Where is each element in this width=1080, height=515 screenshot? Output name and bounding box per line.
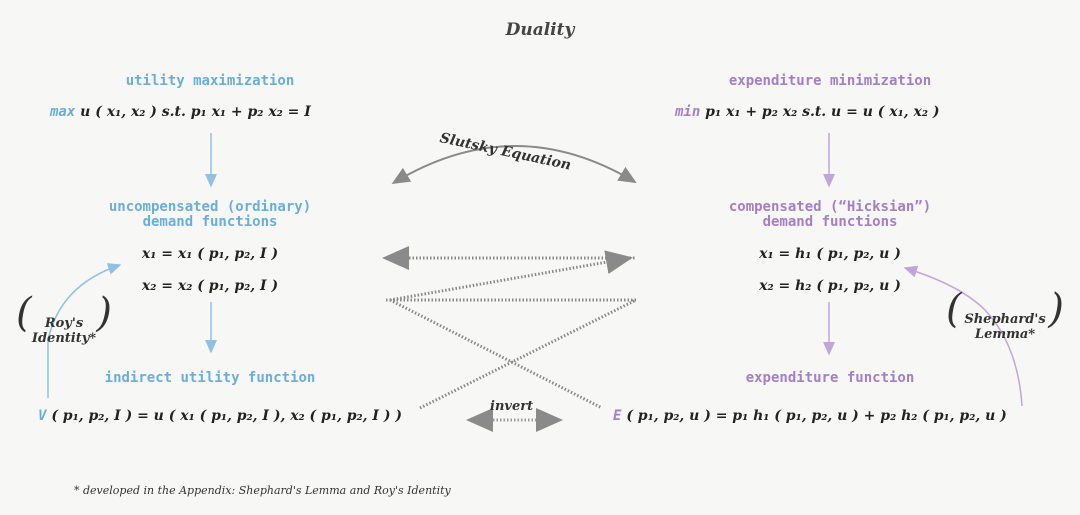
roys-identity-annotation: ( Roy's Identity* ) xyxy=(16,293,112,346)
right-paren-shephard: ) xyxy=(1048,286,1064,332)
indirect-utility-label: indirect utility function xyxy=(104,370,316,386)
hicksian-demand-x2: x₂ = h₂ ( p₁, p₂, u ) xyxy=(759,278,901,294)
shephards-lemma-annotation: ( Shephard's Lemma* ) xyxy=(946,289,1064,342)
left-paren-shephard: ( xyxy=(946,286,962,332)
max-keyword: max xyxy=(50,104,76,120)
uncompensated-label-line-2: demand functions xyxy=(142,214,278,230)
uncompensated-label-line-1: uncompensated (ordinary) xyxy=(108,199,312,215)
max-equation-body: u ( x₁, x₂ ) s.t. p₁ x₁ + p₂ x₂ = I xyxy=(80,104,311,120)
min-equation-body: p₁ x₁ + p₂ x₂ s.t. u = u ( x₁, x₂ ) xyxy=(705,104,940,120)
invert-label: invert xyxy=(490,399,534,414)
uncompensated-demand-x2: x₂ = x₂ ( p₁, p₂, I ) xyxy=(141,278,279,294)
v-symbol: V xyxy=(38,408,47,424)
hicksian-demand-x1: x₁ = h₁ ( p₁, p₂, u ) xyxy=(759,246,901,262)
expenditure-minimization-label: expenditure minimization xyxy=(728,73,932,89)
indirect-utility-equation: V ( p₁, p₂, I ) = u ( x₁ ( p₁, p₂, I ), … xyxy=(38,408,418,424)
uncompensated-demand-x1: x₁ = x₁ ( p₁, p₂, I ) xyxy=(141,246,279,262)
cross-line-4 xyxy=(419,298,637,410)
shephards-lemma-line-2: Lemma* xyxy=(974,327,1036,342)
cross-line-3 xyxy=(389,298,603,410)
roys-identity-line-1: Roy's xyxy=(44,316,84,331)
shephards-lemma-line-1: Shephard's xyxy=(964,312,1046,327)
roy-arrow xyxy=(47,263,122,398)
utility-maximization-label: utility maximization xyxy=(125,73,295,89)
slutsky-arrow xyxy=(391,145,637,185)
compensated-label-line-2: demand functions xyxy=(762,214,898,230)
left-paren-roy: ( xyxy=(16,290,32,336)
expenditure-function-body: ( p₁, p₂, u ) = p₁ h₁ ( p₁, p₂, u ) + p₂… xyxy=(626,408,1007,424)
indirect-utility-body: ( p₁, p₂, I ) = u ( x₁ ( p₁, p₂, I ), x₂… xyxy=(51,408,402,424)
footnote: * developed in the Appendix: Shephard's … xyxy=(74,484,451,497)
roys-identity-line-2: Identity* xyxy=(31,331,97,346)
expenditure-minimization-equation: min p₁ x₁ + p₂ x₂ s.t. u = u ( x₁, x₂ ) xyxy=(675,104,1015,120)
compensated-label-line-1: compensated (“Hicksian”) xyxy=(728,199,932,215)
expenditure-function-label: expenditure function xyxy=(745,370,915,386)
min-keyword: min xyxy=(675,104,701,120)
e-symbol: E xyxy=(613,408,622,424)
right-paren-roy: ) xyxy=(96,290,112,336)
shephard-arrow xyxy=(903,265,1023,407)
cross-line-2 xyxy=(389,250,633,302)
utility-maximization-equation: max u ( x₁, x₂ ) s.t. p₁ x₁ + p₂ x₂ = I xyxy=(50,104,380,120)
expenditure-function-equation: E ( p₁, p₂, u ) = p₁ h₁ ( p₁, p₂, u ) + … xyxy=(613,408,1053,424)
diagram-title: Duality xyxy=(505,20,575,40)
